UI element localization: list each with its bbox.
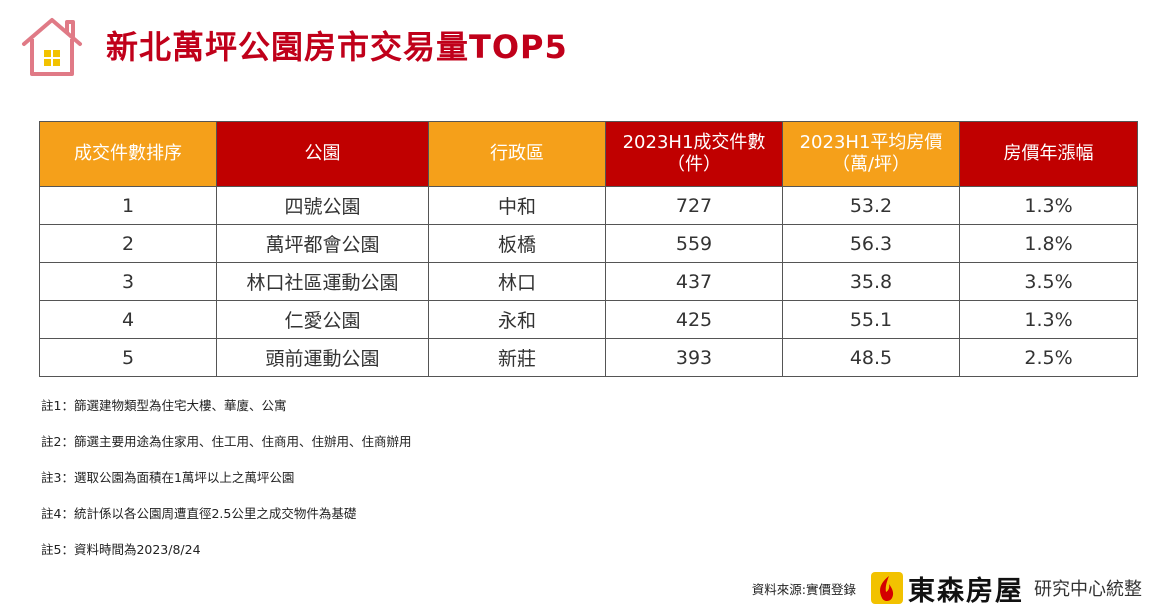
- transactions-cell: 437: [605, 262, 783, 301]
- avg-price-cell: 48.5: [782, 338, 960, 377]
- park-cell: 萬坪都會公園: [216, 224, 429, 263]
- rank-cell: 3: [39, 262, 217, 301]
- header-avg-price: 2023H1平均房價 （萬/坪）: [782, 121, 960, 187]
- park-cell: 仁愛公園: [216, 300, 429, 339]
- park-cell: 林口社區運動公園: [216, 262, 429, 301]
- park-cell: 頭前運動公園: [216, 338, 429, 377]
- rank-cell: 5: [39, 338, 217, 377]
- brand-flame-icon: [871, 572, 903, 604]
- rank-cell: 4: [39, 300, 217, 339]
- footnote: 註2：篩選主要用途為住家用、住工用、住商用、住辦用、住商辦用: [41, 434, 412, 449]
- header-transactions: 2023H1成交件數 （件）: [605, 121, 783, 187]
- table-header-row: 成交件數排序 公園 行政區 2023H1成交件數 （件） 2023H1平均房價 （萬…: [39, 121, 1138, 187]
- district-cell: 新莊: [428, 338, 606, 377]
- table-row: 3 林口社區運動公園 林口 437 35.8 3.5%: [39, 262, 1138, 301]
- footnotes: 註1：篩選建物類型為住宅大樓、華廈、公寓 註2：篩選主要用途為住家用、住工用、住…: [41, 396, 411, 576]
- avg-price-cell: 56.3: [782, 224, 960, 263]
- transactions-cell: 393: [605, 338, 783, 377]
- rank-cell: 1: [39, 186, 217, 225]
- avg-price-cell: 53.2: [782, 186, 960, 225]
- price-growth-cell: 1.3%: [959, 300, 1138, 339]
- price-growth-cell: 3.5%: [959, 262, 1138, 301]
- park-cell: 四號公園: [216, 186, 429, 225]
- district-cell: 板橋: [428, 224, 606, 263]
- data-source: 資料來源:實價登錄: [751, 581, 856, 597]
- district-cell: 林口: [428, 262, 606, 301]
- header-rank: 成交件數排序: [39, 121, 217, 187]
- price-growth-cell: 1.8%: [959, 224, 1138, 263]
- table-row: 5 頭前運動公園 新莊 393 48.5 2.5%: [39, 338, 1138, 377]
- house-logo-icon: [22, 18, 82, 76]
- table-row: 2 萬坪都會公園 板橋 559 56.3 1.8%: [39, 224, 1138, 263]
- header-district: 行政區: [428, 121, 606, 187]
- price-growth-cell: 2.5%: [959, 338, 1138, 377]
- footnote: 註5：資料時間為2023/8/24: [41, 542, 201, 557]
- footer: 資料來源:實價登錄 東森房屋 研究中心統整: [752, 568, 1142, 608]
- avg-price-cell: 55.1: [782, 300, 960, 339]
- page-title: 新北萬坪公園房市交易量TOP5: [106, 28, 568, 66]
- table-row: 4 仁愛公園 永和 425 55.1 1.3%: [39, 300, 1138, 339]
- footnote: 註3：選取公園為面積在1萬坪以上之萬坪公園: [41, 470, 295, 485]
- header-price-growth: 房價年漲幅: [959, 121, 1138, 187]
- district-cell: 中和: [428, 186, 606, 225]
- avg-price-cell: 35.8: [782, 262, 960, 301]
- brand-name: 東森房屋: [908, 575, 1024, 607]
- header-park: 公園: [216, 121, 429, 187]
- transactions-cell: 727: [605, 186, 783, 225]
- rank-cell: 2: [39, 224, 217, 263]
- top5-table: 成交件數排序 公園 行政區 2023H1成交件數 （件） 2023H1平均房價 （萬…: [39, 121, 1138, 377]
- footnote: 註4：統計係以各公園周遭直徑2.5公里之成交物件為基礎: [41, 506, 357, 521]
- brand-suffix: 研究中心統整: [1034, 579, 1142, 600]
- transactions-cell: 425: [605, 300, 783, 339]
- district-cell: 永和: [428, 300, 606, 339]
- table-row: 1 四號公園 中和 727 53.2 1.3%: [39, 186, 1138, 225]
- transactions-cell: 559: [605, 224, 783, 263]
- price-growth-cell: 1.3%: [959, 186, 1138, 225]
- footnote: 註1：篩選建物類型為住宅大樓、華廈、公寓: [41, 398, 287, 413]
